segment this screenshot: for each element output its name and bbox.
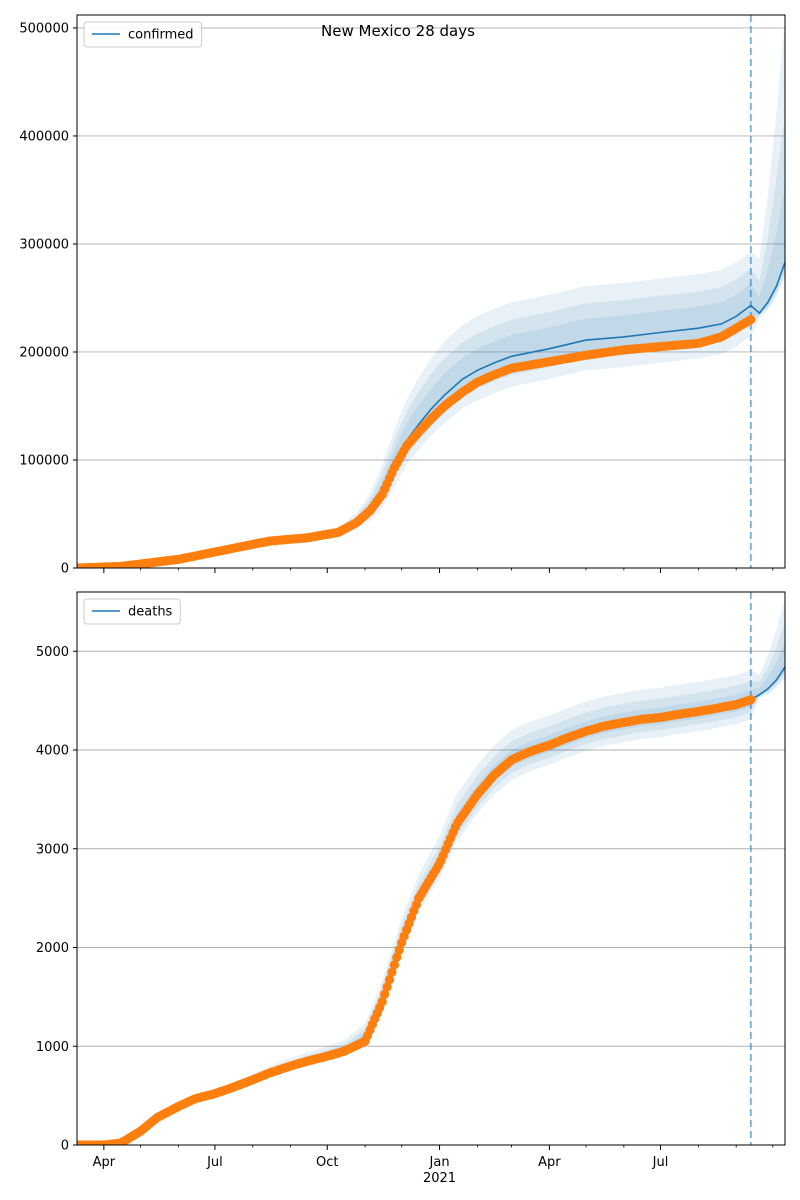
y-tick-label: 500000	[19, 21, 69, 36]
y-tick-label: 0	[61, 562, 69, 577]
observed-point	[377, 997, 387, 1007]
y-tick-label: 2000	[36, 941, 69, 956]
deaths-legend: deaths	[83, 598, 181, 625]
deaths-legend-box	[83, 598, 181, 625]
y-tick-label: 300000	[19, 237, 69, 252]
confirmed-observed-series	[77, 315, 756, 568]
confirmed-panel: 0 100000 200000 300000 400000 500000 confirme…	[19, 14, 786, 577]
x-tick-label: Jan	[429, 1155, 450, 1170]
deaths-legend-label: deaths	[128, 605, 173, 620]
observed-point	[389, 960, 399, 970]
x-tick-label: Jul	[206, 1155, 223, 1170]
confirmed-x-ticks	[103, 568, 774, 573]
deaths-y-ticks: 0 1000 2000 3000 4000 5000	[36, 645, 77, 1154]
chart-title: New Mexico 28 days	[321, 22, 475, 40]
x-tick-label: Jul	[652, 1155, 669, 1170]
observed-point	[387, 967, 397, 977]
uncertainty-band	[77, 116, 785, 568]
confirmed-axes-frame	[76, 14, 786, 569]
observed-point	[392, 952, 402, 963]
confirmed-y-ticks: 0 100000 200000 300000 400000 500000	[19, 21, 77, 577]
y-tick-label: 400000	[19, 129, 69, 144]
y-tick-label: 200000	[19, 345, 69, 360]
x-tick-label: Apr	[93, 1155, 116, 1170]
confirmed-legend: confirmed	[83, 21, 203, 48]
y-tick-label: 1000	[36, 1040, 69, 1055]
y-tick-label: 100000	[19, 453, 69, 468]
x-tick-label: Apr	[538, 1155, 561, 1170]
deaths-axes-frame	[76, 591, 786, 1146]
x-tick-year-label: 2021	[423, 1171, 456, 1186]
observed-point	[384, 975, 395, 985]
confirmed-legend-box	[83, 21, 203, 48]
y-tick-label: 3000	[36, 842, 69, 857]
y-tick-label: 0	[61, 1139, 69, 1154]
confirmed-legend-label: confirmed	[128, 28, 194, 43]
observed-point	[394, 945, 404, 955]
x-tick-label: Oct	[316, 1155, 338, 1170]
observed-point	[746, 695, 756, 705]
y-tick-label: 4000	[36, 744, 69, 759]
observed-point	[380, 989, 390, 1000]
confirmed-bands	[77, 19, 785, 568]
uncertainty-band	[77, 19, 785, 568]
deaths-observed-series	[77, 695, 756, 1145]
y-tick-label: 5000	[36, 645, 69, 660]
observed-point	[746, 315, 756, 325]
observed-point	[382, 982, 392, 992]
